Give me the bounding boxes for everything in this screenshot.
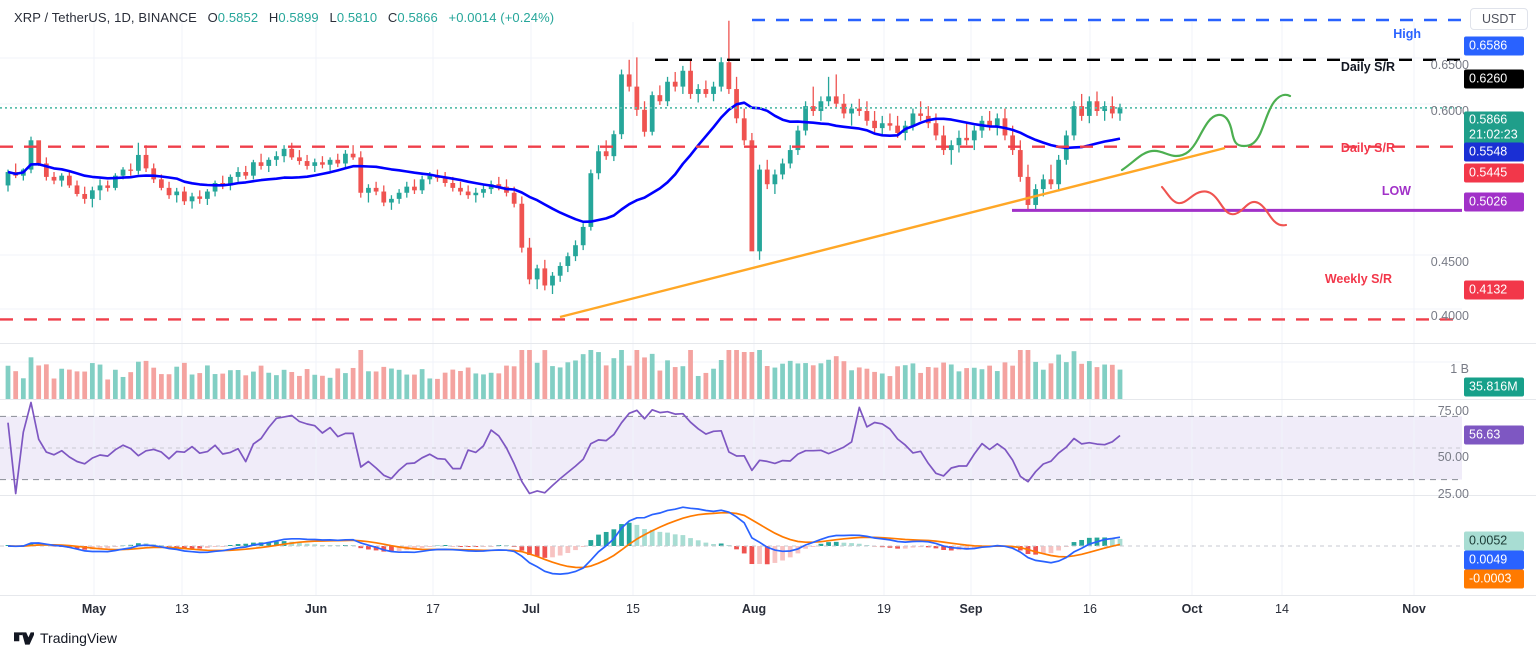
tradingview-logo: TradingView [14,630,117,646]
price-label-prev-close[interactable]: 0.5445 [1464,163,1524,183]
pane-separator-volume [0,343,1536,344]
price-label-rsi-value[interactable]: 56.63 [1464,425,1524,445]
price-label-macd-signal[interactable]: -0.0003 [1464,569,1524,589]
close-label: C [387,10,398,25]
change-value: +0.0014 (+0.24%) [448,10,555,25]
high-tag: High [1393,27,1421,41]
price-scale[interactable]: 0.6500 0.6000 0.4500 0.4000 1 B 75.00 50.00 25.… [1431,0,1536,595]
price-label-daily-sr-blue[interactable]: 0.5548 [1464,142,1524,162]
time-axis-label: 19 [877,602,891,616]
axis-tick-label: 1 B [1450,362,1469,376]
volume-pane[interactable] [0,344,1462,400]
price-label-value: 56.63 [1469,427,1501,442]
price-label-value: 0.5866 [1469,112,1508,127]
axis-tick-label: 75.00 [1437,404,1469,418]
time-axis[interactable]: May 13 Jun 17 Jul 15 Aug 19 Sep 16 Oct 14 Nov [0,595,1462,625]
low-value: 0.5810 [336,10,378,25]
price-label-value: 0.0052 [1469,533,1508,548]
time-axis-label: 15 [626,602,640,616]
price-label-low-level[interactable]: 0.5026 [1464,192,1524,212]
price-label-weekly-sr[interactable]: 0.4132 [1464,280,1524,300]
time-axis-label: Jul [521,602,541,616]
time-axis-label: 17 [426,602,440,616]
time-axis-label: Aug [741,602,767,616]
chart-legend: XRP / TetherUS, 1D, BINANCE O0.5852 H0.5… [14,10,554,25]
high-label: H [268,10,279,25]
pane-separator-rsi [0,399,1536,400]
price-label-value: 0.5445 [1469,165,1508,180]
time-axis-separator [0,595,1536,596]
price-label-value: 0.4132 [1469,282,1508,297]
price-label-value: -0.0003 [1469,571,1512,586]
pane-separator-macd [0,495,1536,496]
weekly-sr-tag: Weekly S/R [1324,272,1392,286]
countdown-timer: 21:02:23 [1469,127,1518,142]
rsi-pane[interactable] [0,400,1462,496]
time-axis-label: 16 [1083,602,1097,616]
time-axis-label: 14 [1275,602,1289,616]
macd-pane[interactable] [0,496,1462,595]
low-tag: LOW [1381,184,1411,198]
time-axis-label: Sep [959,602,983,616]
price-label-value: 0.6586 [1469,38,1508,53]
currency-badge[interactable]: USDT [1469,8,1528,30]
time-axis-label: 13 [175,602,189,616]
price-label-value: 35.816M [1469,379,1518,394]
price-label-macd-line[interactable]: 0.0049 [1464,550,1524,570]
low-label: L [329,10,337,25]
tradingview-brand-text: TradingView [40,630,118,646]
price-pane[interactable] [0,18,1462,344]
price-label-last-price[interactable]: 0.5866 21:02:23 [1464,111,1524,145]
price-label-volume-last[interactable]: 35.816M [1464,377,1524,397]
axis-tick-label: 0.4500 [1430,255,1469,269]
open-value: 0.5852 [217,10,259,25]
time-axis-label: Jun [304,602,328,616]
price-label-value: 0.5548 [1469,144,1508,159]
high-value: 0.5899 [278,10,319,25]
tradingview-mark-icon [14,631,34,645]
time-axis-label: Oct [1181,602,1203,616]
price-label-value: 0.6260 [1469,71,1508,86]
price-label-value: 0.0049 [1469,552,1508,567]
daily-sr-tag-1: Daily S/R [1340,60,1395,74]
price-label-daily-sr-black[interactable]: 0.6260 [1464,69,1524,89]
price-label-value: 0.5026 [1469,194,1508,209]
axis-tick-label: 0.6000 [1430,104,1469,118]
axis-tick-label: 50.00 [1437,450,1469,464]
daily-sr-tag-2: Daily S/R [1340,141,1395,155]
close-value: 0.5866 [397,10,438,25]
price-label-macd-hist[interactable]: 0.0052 [1464,531,1524,551]
time-axis-label: May [81,602,107,616]
axis-tick-label: 0.4000 [1430,309,1469,323]
axis-tick-label: 0.6500 [1430,58,1469,72]
symbol-title[interactable]: XRP / TetherUS, 1D, BINANCE [14,10,197,25]
time-axis-label: Nov [1402,602,1426,616]
axis-tick-label: 25.00 [1437,487,1469,501]
open-label: O [207,10,218,25]
price-label-high-level[interactable]: 0.6586 [1464,36,1524,56]
